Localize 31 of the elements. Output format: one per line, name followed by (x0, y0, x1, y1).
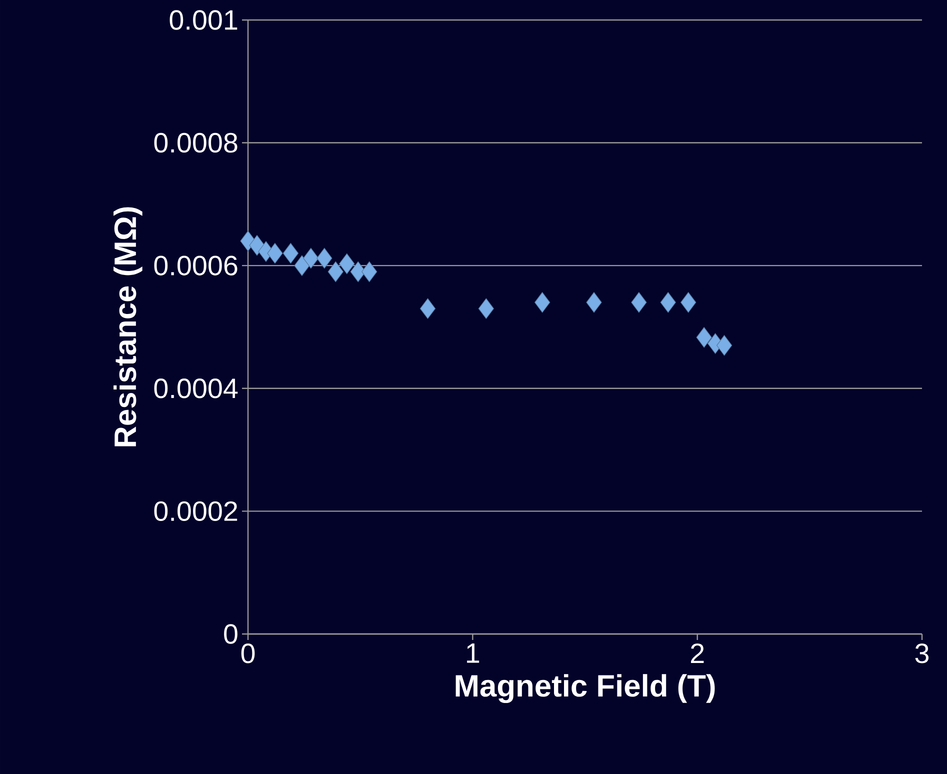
y-tick-label: 0.001 (170, 10, 238, 30)
point (534, 292, 550, 313)
point (716, 335, 732, 356)
point (350, 261, 366, 282)
x-axis-title: Magnetic Field (T) (456, 674, 715, 704)
point (303, 248, 319, 269)
point (282, 243, 298, 264)
x-tick-label: 2 (690, 644, 704, 663)
y-tick-label: 0.0008 (154, 132, 238, 153)
x-tick-label: 1 (467, 644, 480, 663)
x-tick-label: 0 (241, 644, 255, 664)
point (316, 248, 332, 269)
y-tick-label: 0.0002 (154, 501, 238, 522)
point (362, 261, 378, 282)
point (680, 292, 696, 313)
point (420, 298, 436, 319)
point (249, 235, 265, 256)
y-axis-title: Resistance (MΩ) (114, 207, 142, 446)
point (339, 253, 355, 274)
point (586, 292, 602, 313)
point (631, 292, 647, 313)
point (328, 261, 344, 282)
point (660, 292, 676, 313)
y-tick-label: 0.0004 (154, 378, 238, 398)
y-tick-label: 0 (224, 624, 238, 644)
point (267, 243, 283, 264)
x-tick-label: 3 (915, 644, 929, 664)
point (294, 255, 310, 276)
point (478, 298, 494, 319)
point (696, 327, 712, 348)
y-tick-label: 0.0006 (154, 256, 238, 276)
